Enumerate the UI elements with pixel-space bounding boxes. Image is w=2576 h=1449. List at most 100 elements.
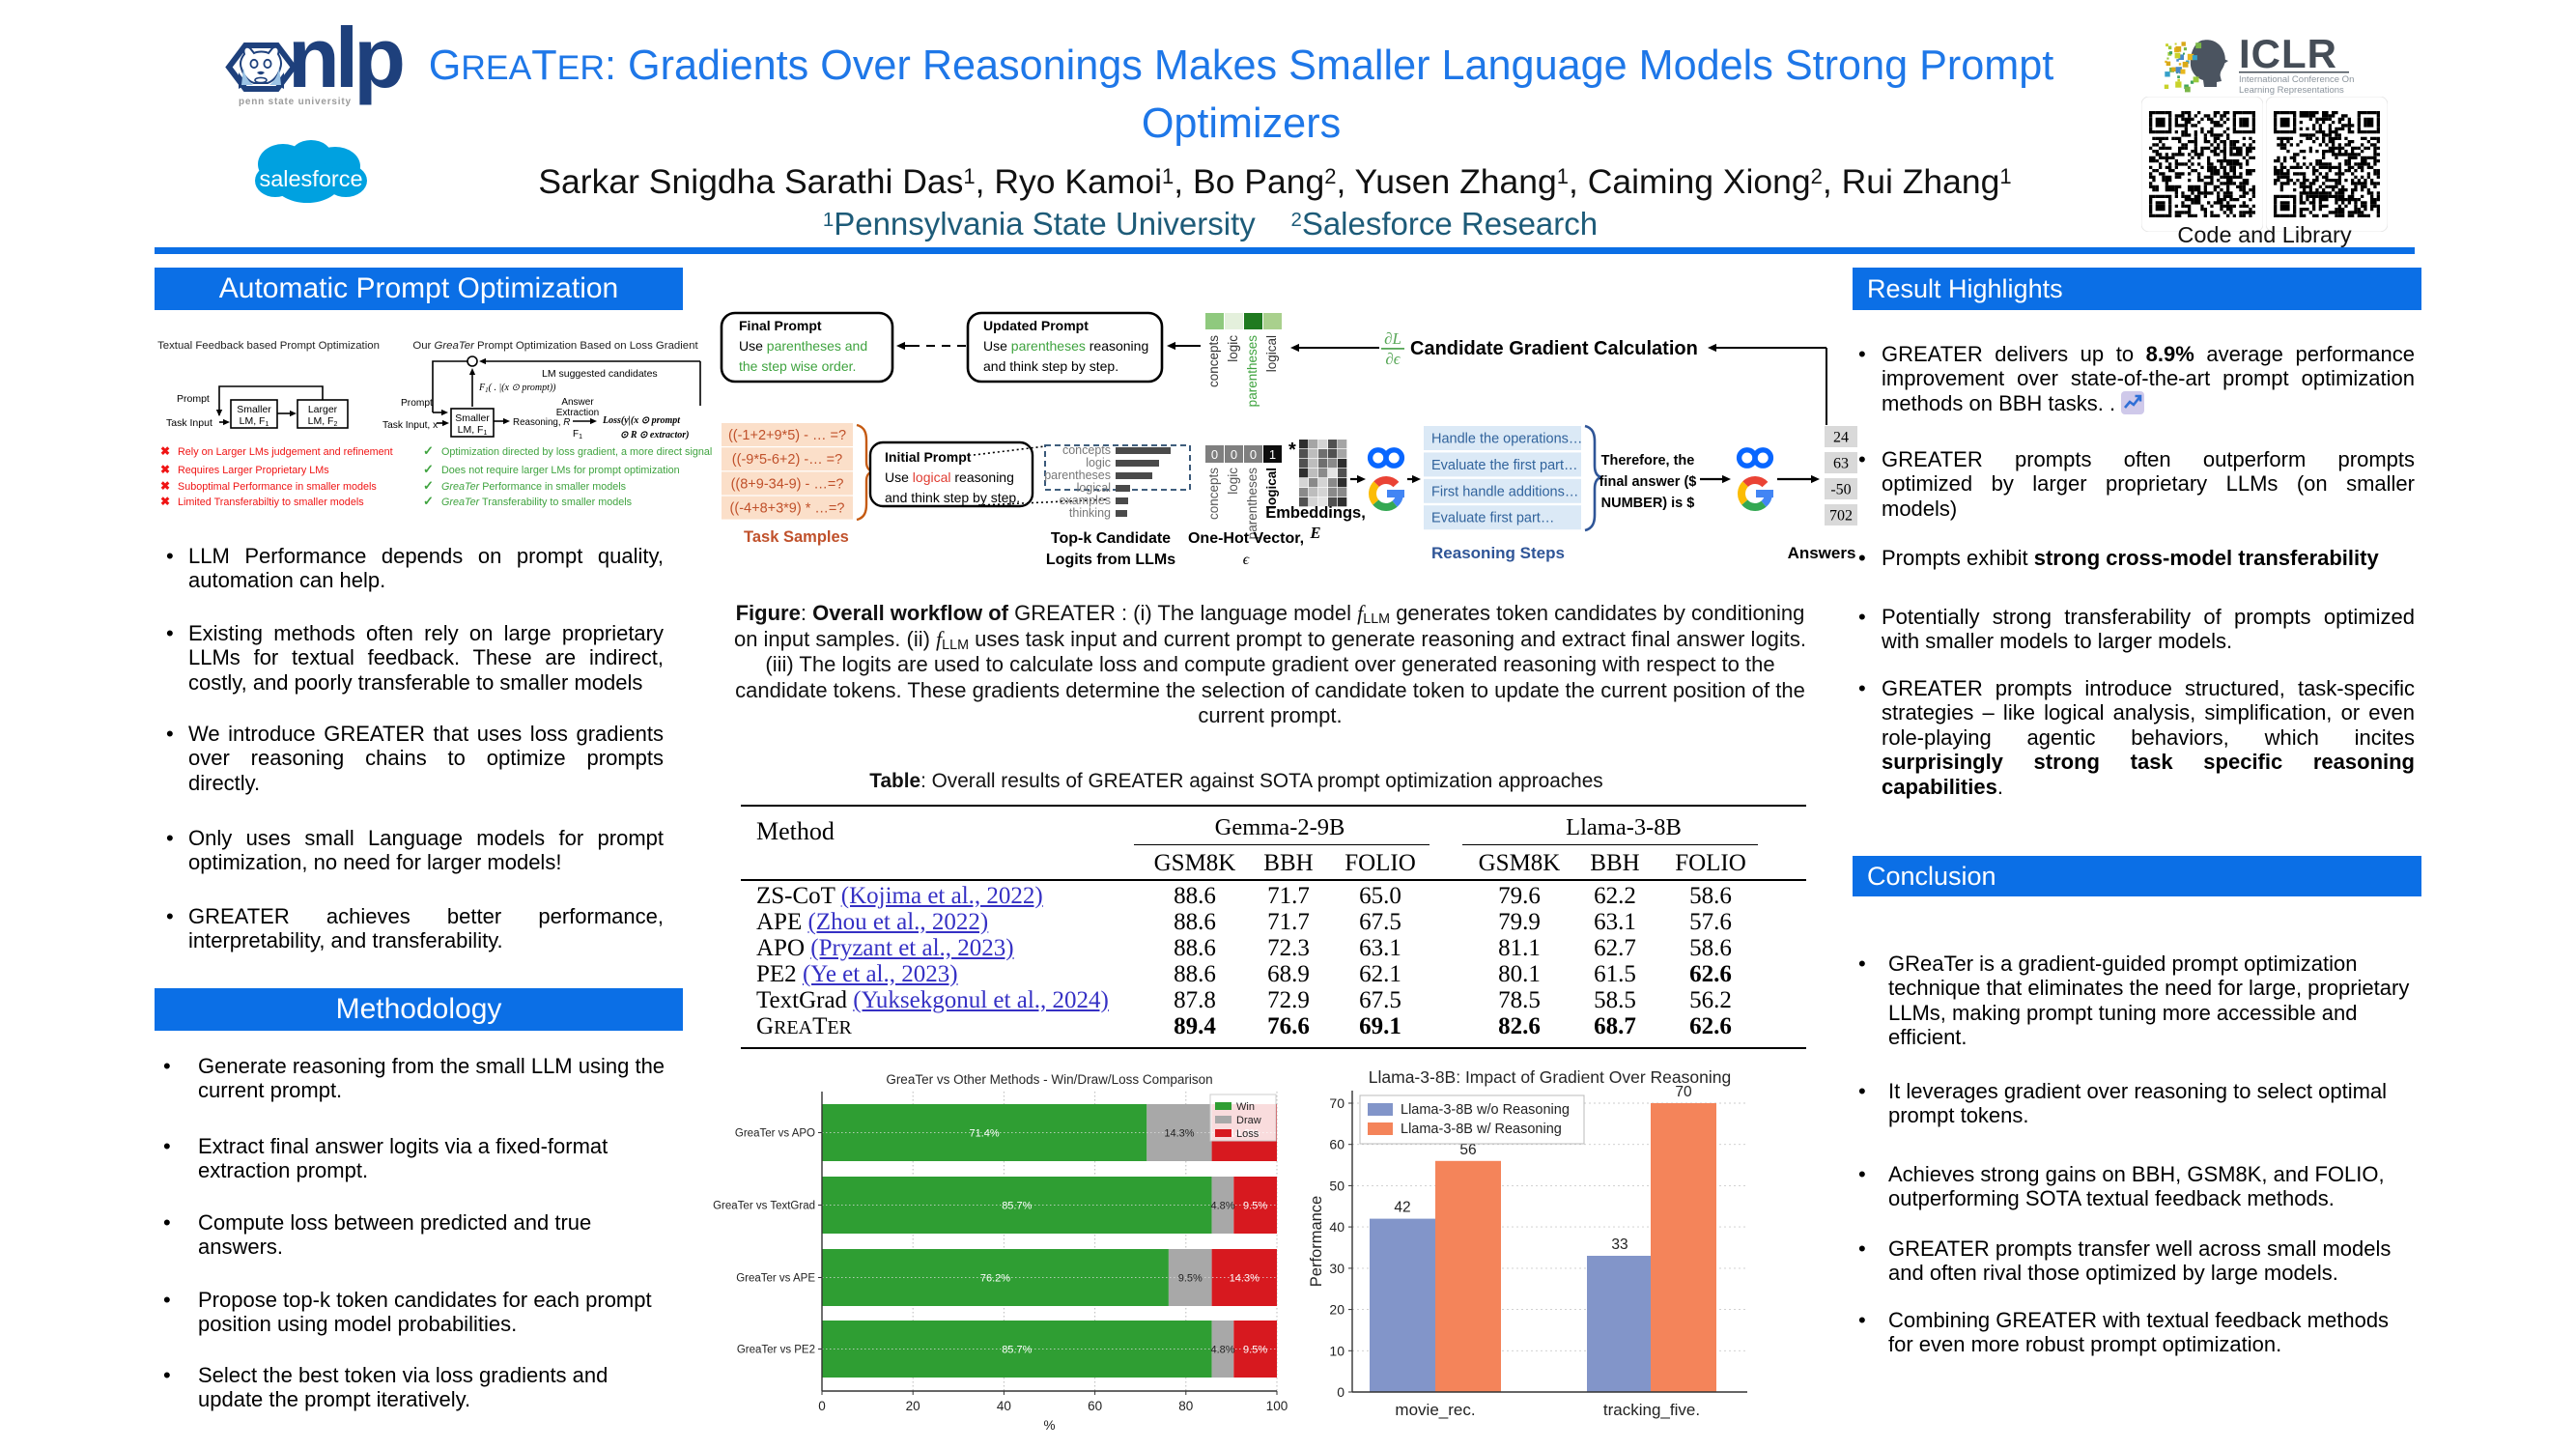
svg-text:85.7%: 85.7% [1002, 1345, 1032, 1356]
svg-text:penn state university: penn state university [239, 97, 352, 107]
svg-text:✖: ✖ [160, 444, 170, 458]
svg-text:((-9*5-6+2) -… =?: ((-9*5-6+2) -… =? [732, 452, 842, 468]
svg-text:Llama-3-8B w/ Reasoning: Llama-3-8B w/ Reasoning [1401, 1122, 1562, 1137]
svg-text:Rely on Larger LMs judgement a: Rely on Larger LMs judgement and refinem… [178, 446, 393, 458]
svg-text:76.2%: 76.2% [980, 1273, 1010, 1285]
svg-text:Extraction: Extraction [556, 408, 599, 418]
svg-text:56: 56 [1459, 1142, 1476, 1158]
svg-text:0: 0 [1211, 447, 1218, 462]
svg-text:thinking: thinking [1069, 506, 1111, 520]
svg-text:Therefore, the: Therefore, the [1601, 453, 1695, 469]
svg-text:40: 40 [997, 1399, 1011, 1413]
svg-text:F1( . |(x ⊙ prompt)): F1( . |(x ⊙ prompt)) [478, 383, 556, 394]
svg-text:42: 42 [1394, 1200, 1410, 1216]
svg-text:Optimization directed by loss: Optimization directed by loss gradient, … [441, 446, 712, 458]
svg-text:the step wise order.: the step wise order. [739, 358, 856, 374]
svg-text:*: * [1288, 440, 1296, 461]
svg-text:60: 60 [1088, 1399, 1102, 1413]
svg-text:Does not require larger LMs fo: Does not require larger LMs for prompt o… [441, 465, 680, 476]
svg-text:LM suggested candidates: LM suggested candidates [542, 368, 658, 380]
svg-text:First handle additions…: First handle additions… [1431, 484, 1578, 499]
svg-text:and think step by step.: and think step by step. [983, 358, 1118, 374]
svg-text:and think step by step.: and think step by step. [885, 490, 1020, 505]
svg-text:Smaller: Smaller [237, 404, 271, 415]
svg-text:Embeddings,: Embeddings, [1265, 504, 1366, 522]
svg-text:movie_rec.: movie_rec. [1395, 1401, 1475, 1419]
svg-text:Use logical reasoning: Use logical reasoning [885, 469, 1014, 485]
svg-text:✖: ✖ [160, 479, 170, 493]
svg-text:salesforce: salesforce [259, 166, 362, 191]
svg-text:Draw: Draw [1236, 1115, 1261, 1126]
svg-text:9.5%: 9.5% [1178, 1273, 1203, 1285]
svg-text:Larger: Larger [308, 404, 338, 415]
svg-text:Candidate Gradient Calculation: Candidate Gradient Calculation [1410, 338, 1698, 359]
svg-text:Performance: Performance [1308, 1196, 1325, 1287]
svg-text:logic: logic [1226, 335, 1240, 362]
svg-text:parentheses: parentheses [1245, 468, 1260, 540]
svg-text:concepts: concepts [1206, 335, 1221, 387]
svg-text:parentheses: parentheses [1044, 469, 1111, 482]
svg-text:∂ϵ: ∂ϵ [1385, 350, 1401, 368]
svg-text:One-Hot Vector,: One-Hot Vector, [1188, 530, 1304, 547]
svg-text:✓: ✓ [423, 462, 434, 476]
svg-text:9.5%: 9.5% [1243, 1345, 1267, 1356]
svg-text:9.5%: 9.5% [1243, 1201, 1267, 1212]
svg-text:logical: logical [1077, 481, 1111, 495]
svg-text:GreaTer Transferability to sma: GreaTer Transferability to smaller model… [441, 497, 633, 508]
svg-text:E: E [1309, 524, 1320, 542]
svg-text:ICLR: ICLR [2239, 35, 2337, 76]
svg-text:Requires Larger Proprietary LM: Requires Larger Proprietary LMs [178, 465, 329, 476]
svg-text:Win: Win [1236, 1101, 1255, 1113]
svg-text:Reasoning, R: Reasoning, R [513, 417, 570, 428]
svg-text:85.7%: 85.7% [1002, 1201, 1032, 1212]
svg-text:GreaTer vs TextGrad: GreaTer vs TextGrad [713, 1201, 815, 1212]
svg-text:LM, F1: LM, F1 [240, 415, 269, 428]
svg-text:24: 24 [1833, 430, 1849, 446]
svg-text:20: 20 [906, 1399, 920, 1413]
svg-text:Prompt: Prompt [177, 393, 210, 405]
svg-text:International Conference On: International Conference On [2239, 74, 2354, 85]
svg-text:concepts: concepts [1206, 468, 1221, 520]
svg-text:Use parentheses reasoning: Use parentheses reasoning [983, 338, 1148, 354]
svg-text:702: 702 [1829, 508, 1853, 525]
svg-text:70: 70 [1329, 1095, 1345, 1111]
svg-text:30: 30 [1329, 1261, 1345, 1276]
svg-text:Smaller: Smaller [455, 412, 490, 424]
svg-text:Our GreaTer Prompt Optimizatio: Our GreaTer Prompt Optimization Based on… [412, 340, 698, 352]
svg-text:Updated Prompt: Updated Prompt [983, 318, 1089, 333]
svg-text:LM, F2: LM, F2 [308, 415, 338, 428]
svg-text:✖: ✖ [160, 495, 170, 508]
svg-text:NUMBER) is $: NUMBER) is $ [1601, 496, 1695, 511]
svg-text:GreaTer vs APE: GreaTer vs APE [736, 1273, 815, 1285]
svg-text:Task Samples: Task Samples [744, 528, 849, 546]
svg-text:Loss: Loss [1236, 1128, 1260, 1140]
svg-text:33: 33 [1611, 1236, 1628, 1253]
svg-text:Initial Prompt: Initial Prompt [885, 449, 972, 465]
svg-text:Llama-3-8B: Impact of Gradient: Llama-3-8B: Impact of Gradient Over Reas… [1369, 1067, 1731, 1087]
svg-text:Reasoning Steps: Reasoning Steps [1431, 544, 1565, 562]
svg-text:final answer ($: final answer ($ [1599, 474, 1697, 490]
svg-text:Task Input: Task Input [166, 417, 212, 429]
svg-text:Limited Transferabiltiy to sma: Limited Transferabiltiy to smaller model… [178, 497, 364, 508]
svg-text:Final Prompt: Final Prompt [739, 318, 822, 333]
svg-text:100: 100 [1266, 1399, 1288, 1413]
svg-text:71.4%: 71.4% [969, 1128, 999, 1140]
svg-text:GreaTer vs APO: GreaTer vs APO [735, 1128, 815, 1140]
svg-text:1: 1 [1269, 447, 1276, 462]
svg-text:✖: ✖ [160, 463, 170, 476]
svg-text:Learning Representations: Learning Representations [2239, 85, 2344, 95]
svg-text:logical: logical [1264, 335, 1279, 372]
svg-text:⊙ R ⊙ extractor): ⊙ R ⊙ extractor) [620, 430, 689, 440]
svg-text:4.8%: 4.8% [1210, 1201, 1234, 1212]
svg-text:concepts: concepts [1062, 443, 1111, 457]
svg-text:50: 50 [1329, 1178, 1345, 1193]
svg-text:60: 60 [1329, 1137, 1345, 1152]
svg-text:✓: ✓ [423, 494, 434, 508]
svg-text:GreaTer vs Other Methods - Win: GreaTer vs Other Methods - Win/Draw/Loss… [886, 1072, 1212, 1087]
svg-text:80: 80 [1178, 1399, 1193, 1413]
svg-text:70: 70 [1675, 1084, 1692, 1100]
svg-text:0: 0 [1250, 447, 1257, 462]
svg-text:Answers: Answers [1788, 544, 1856, 562]
svg-text:Evaluate the first part…: Evaluate the first part… [1431, 458, 1578, 473]
svg-text:Answer: Answer [561, 397, 594, 408]
